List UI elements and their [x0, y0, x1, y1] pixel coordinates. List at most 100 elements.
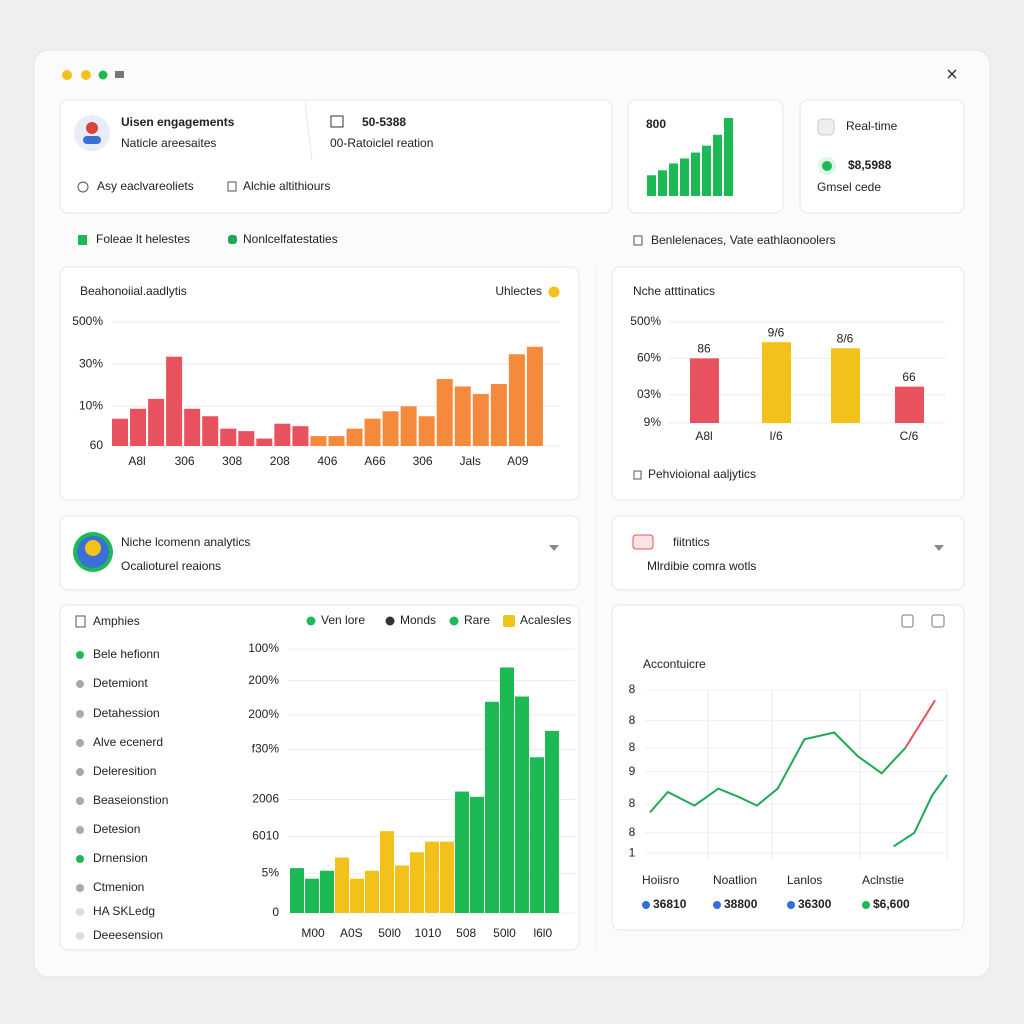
x-tick-label: 208	[270, 454, 290, 468]
icon-button[interactable]	[901, 614, 914, 628]
bar	[350, 878, 364, 913]
card-title: Nche atttinatics	[633, 284, 715, 298]
list-item: Alve ecenerd	[93, 735, 163, 749]
icon	[75, 615, 86, 628]
bar	[292, 426, 309, 446]
list-dot	[76, 768, 84, 776]
window-dot[interactable]	[62, 70, 72, 80]
bar	[436, 379, 453, 446]
list-item: Deeesension	[93, 928, 163, 942]
bar	[526, 346, 543, 446]
list-item: Beaseionstion	[93, 793, 168, 807]
line	[649, 731, 907, 814]
bar	[831, 348, 860, 423]
profile-card	[59, 515, 580, 591]
bar	[400, 406, 417, 446]
legend-label: Acalesles	[520, 613, 571, 627]
list-dot	[76, 651, 84, 659]
card-subtitle: Naticle areesaites	[121, 136, 216, 150]
legend-dot	[306, 616, 316, 626]
bar	[545, 730, 559, 913]
legend-dot	[385, 616, 395, 626]
x-tick-label: A0S	[340, 926, 363, 940]
x-tick-label: 306	[413, 454, 433, 468]
card-subtitle: Ocalioturel reaions	[121, 559, 221, 573]
bar	[364, 418, 381, 446]
y-tick-label: 30%	[79, 356, 103, 370]
icon	[227, 181, 237, 192]
card-subtitle: Mlrdibie comra wotls	[647, 559, 756, 573]
x-tick-label: 306	[175, 454, 195, 468]
y-tick-label: 8	[629, 796, 636, 810]
legend-label: Uhlectes	[495, 284, 542, 298]
y-tick-label: 0	[272, 905, 279, 919]
stat-value: $6,600	[873, 897, 910, 911]
y-tick-label: 8	[629, 740, 636, 754]
y-tick-label: 60	[90, 438, 104, 452]
y-tick-label: 1	[629, 845, 636, 859]
y-tick-label: 200%	[248, 707, 279, 721]
bar	[500, 667, 514, 913]
stat-dot	[862, 901, 870, 909]
legend-label: Ven lore	[321, 613, 365, 627]
bar	[440, 841, 454, 913]
bar	[472, 393, 489, 446]
bar	[382, 411, 399, 446]
list-dot	[76, 797, 84, 805]
window-dot[interactable]	[98, 70, 108, 80]
bar	[346, 428, 363, 446]
summary-card	[59, 99, 613, 214]
radio[interactable]	[77, 181, 89, 193]
divider	[304, 101, 313, 161]
metric: $8,5988	[848, 158, 892, 172]
y-tick-label: 500%	[630, 314, 661, 328]
x-tick-label: 1010	[415, 926, 442, 940]
stat-value: 36300	[798, 897, 832, 911]
close-button[interactable]	[947, 69, 957, 79]
panel-header: Amphies	[93, 614, 140, 628]
stat-dot	[642, 901, 650, 909]
list-dot	[76, 908, 84, 916]
value-label: 66	[902, 370, 916, 384]
metric-note: 00-Ratoiclel reation	[330, 136, 433, 150]
filter: Nonlcelfatestaties	[243, 232, 338, 246]
value-label: 86	[697, 342, 711, 356]
y-tick-label: 5%	[262, 866, 280, 880]
metric: 50-5388	[362, 115, 406, 129]
x-tick-label: Jals	[460, 454, 481, 468]
icon	[633, 235, 643, 246]
y-tick-label: 8	[629, 713, 636, 727]
bar	[290, 868, 304, 913]
bar	[762, 342, 791, 423]
list-dot	[76, 739, 84, 747]
card-footer: Pehvioional aaljytics	[648, 467, 756, 481]
list-item: HA SKLedg	[93, 904, 155, 918]
spark-bar	[680, 158, 689, 196]
dropdown[interactable]	[934, 545, 944, 551]
bar	[895, 386, 924, 423]
line	[904, 699, 936, 749]
list-dot	[76, 826, 84, 834]
bar	[320, 870, 334, 913]
window-dot[interactable]	[81, 70, 91, 80]
list-item: Bele hefionn	[93, 647, 160, 661]
x-tick-label: 406	[317, 454, 337, 468]
y-tick-label: 8	[629, 682, 636, 696]
option: Alchie altithiours	[243, 179, 330, 193]
dropdown[interactable]	[549, 545, 559, 551]
y-tick-label: 2006	[252, 792, 279, 806]
bar	[485, 701, 499, 913]
card-note: Gmsel cede	[817, 180, 881, 194]
list-dot	[76, 884, 84, 892]
list-dot	[76, 710, 84, 718]
bar	[238, 431, 255, 446]
spark-bar	[669, 163, 678, 196]
spark-bar	[658, 170, 667, 196]
stat-name: Aclnstie	[862, 873, 904, 887]
bar	[455, 791, 469, 913]
x-tick-label: 50l0	[493, 926, 516, 940]
icon-button[interactable]	[931, 614, 945, 628]
spark-bar	[702, 145, 711, 196]
